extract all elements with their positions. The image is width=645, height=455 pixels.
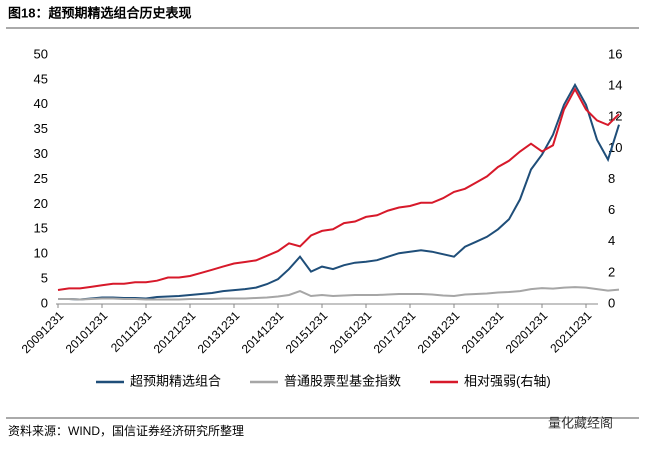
- y-tick-label: 30: [34, 146, 48, 161]
- chart: 0510152025303540455002468101214162009123…: [19, 46, 623, 388]
- y2-tick-label: 16: [608, 46, 622, 61]
- x-tick-label: 20111231: [108, 308, 155, 355]
- x-tick-label: 20211231: [547, 308, 594, 355]
- legend-label: 普通股票型基金指数: [284, 373, 401, 388]
- y2-tick-label: 12: [608, 109, 622, 124]
- x-tick-label: 20151231: [283, 308, 331, 356]
- x-tick-label: 20141231: [239, 308, 287, 356]
- legend-label: 超预期精选组合: [130, 373, 221, 388]
- series-line: [57, 87, 620, 291]
- y-tick-label: 0: [41, 295, 48, 310]
- y2-tick-label: 8: [608, 171, 615, 186]
- x-tick-label: 20101231: [63, 308, 111, 356]
- y-tick-label: 5: [41, 271, 48, 286]
- x-tick-label: 20201231: [503, 308, 551, 356]
- series-line: [58, 286, 620, 301]
- y2-tick-label: 14: [608, 78, 622, 93]
- x-tick-label: 20181231: [415, 308, 463, 356]
- y-tick-label: 45: [34, 71, 48, 86]
- y-tick-label: 10: [34, 246, 48, 261]
- y-tick-label: 50: [34, 46, 48, 61]
- y2-tick-label: 4: [608, 233, 615, 248]
- y2-tick-label: 0: [608, 295, 615, 310]
- watermark: 量化藏经阁: [548, 415, 613, 430]
- x-tick-label: 20191231: [459, 308, 507, 356]
- y-tick-label: 15: [34, 221, 48, 236]
- x-tick-label: 20161231: [327, 308, 375, 356]
- y2-tick-label: 6: [608, 202, 615, 217]
- series-line: [58, 82, 620, 301]
- y-tick-label: 40: [34, 96, 48, 111]
- source: 资料来源：WIND，国信证券经济研究所整理: [8, 423, 244, 438]
- x-tick-label: 20131231: [195, 308, 243, 356]
- figure-title: 图18：超预期精选组合历史表现: [8, 5, 191, 20]
- y2-tick-label: 2: [608, 264, 615, 279]
- legend-label: 相对强弱(右轴): [464, 373, 551, 388]
- y-tick-label: 20: [34, 196, 48, 211]
- y-tick-label: 35: [34, 121, 48, 136]
- x-tick-label: 20091231: [19, 308, 67, 356]
- y-tick-label: 25: [34, 171, 48, 186]
- x-tick-label: 20171231: [371, 308, 419, 356]
- x-tick-label: 20121231: [151, 308, 199, 356]
